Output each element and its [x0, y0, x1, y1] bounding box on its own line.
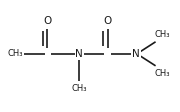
- Text: N: N: [75, 49, 83, 59]
- Text: CH₃: CH₃: [155, 69, 170, 78]
- Text: CH₃: CH₃: [8, 49, 23, 58]
- Text: O: O: [104, 16, 112, 26]
- Text: CH₃: CH₃: [155, 30, 170, 39]
- Text: N: N: [132, 49, 140, 59]
- Text: CH₃: CH₃: [72, 84, 87, 93]
- Text: O: O: [43, 16, 52, 26]
